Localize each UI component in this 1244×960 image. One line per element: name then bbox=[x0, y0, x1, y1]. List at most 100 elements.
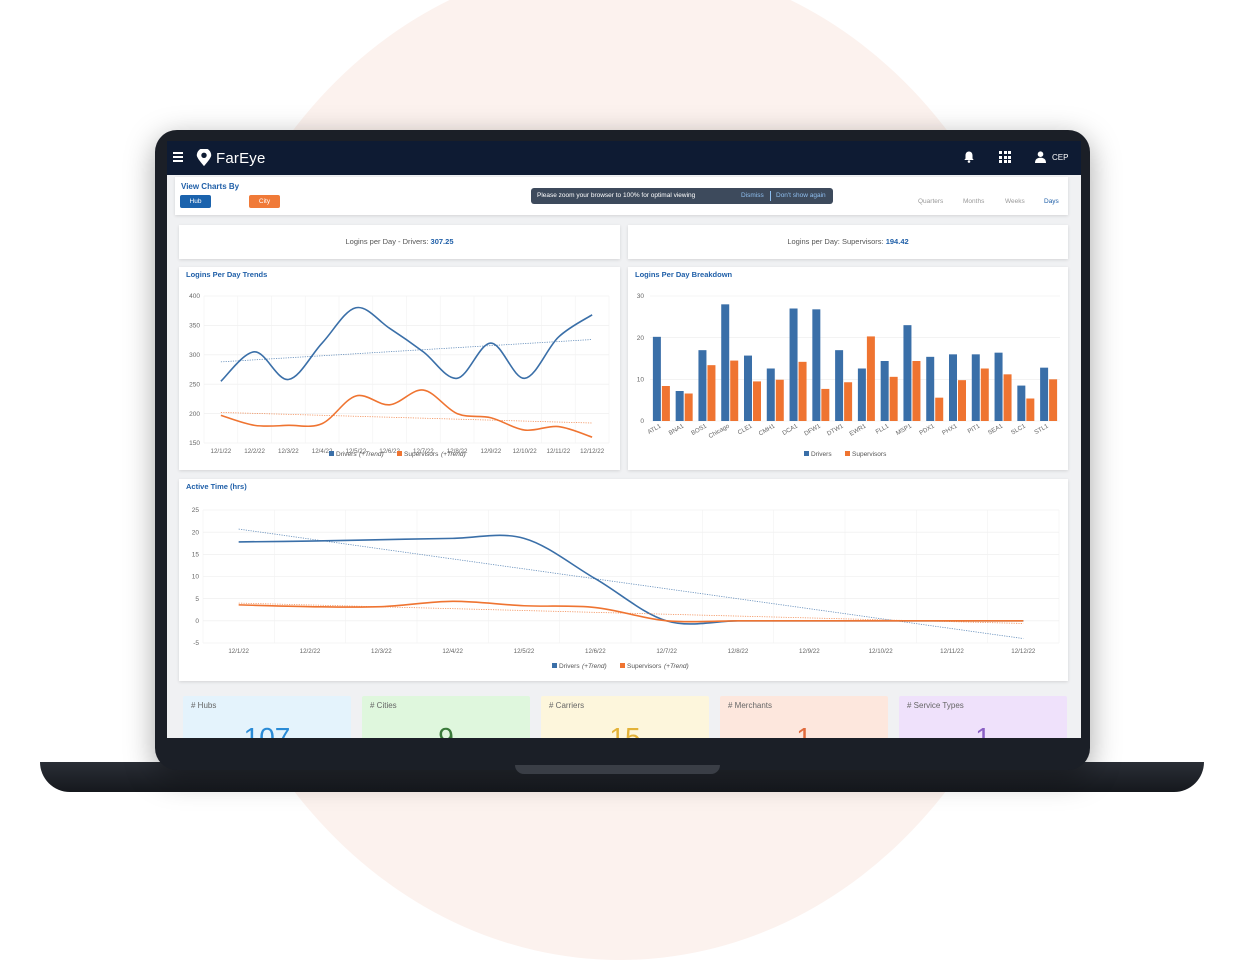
menu-icon[interactable] bbox=[173, 152, 183, 162]
legend-supervisors: Supervisors bbox=[627, 663, 662, 670]
x-tick-label: 12/7/22 bbox=[413, 448, 434, 455]
stat-label: # Cities bbox=[370, 701, 397, 710]
bar-drivers bbox=[903, 325, 912, 421]
bar-drivers bbox=[835, 350, 844, 421]
logins-breakdown-title: Logins Per Day Breakdown bbox=[635, 270, 733, 279]
stat-value: 1 bbox=[975, 722, 991, 738]
x-tick-label: STL1 bbox=[1033, 422, 1050, 436]
active-time-title: Active Time (hrs) bbox=[186, 482, 247, 491]
bar-drivers bbox=[698, 350, 707, 421]
x-tick-label: 12/11/22 bbox=[940, 648, 964, 655]
dont-show-again-link[interactable]: Don't show again bbox=[776, 192, 826, 199]
y-tick-label: 0 bbox=[195, 618, 199, 625]
x-tick-label: 12/5/22 bbox=[514, 648, 535, 655]
x-tick-label: MSP1 bbox=[895, 422, 914, 437]
legend-drivers: Drivers bbox=[811, 451, 832, 458]
kpi-drivers-card bbox=[179, 225, 620, 259]
trend-line-drivers bbox=[220, 339, 593, 363]
bar-supervisors bbox=[684, 393, 693, 421]
legend: Drivers (+Trend) Supervisors (+Trend) bbox=[552, 663, 689, 670]
stat-label: # Hubs bbox=[191, 701, 217, 710]
x-tick-label: 12/7/22 bbox=[656, 648, 677, 655]
bar-drivers bbox=[789, 308, 798, 421]
bar-supervisors bbox=[844, 382, 853, 421]
y-tick-label: 400 bbox=[189, 293, 200, 300]
stat-value: 107 bbox=[243, 722, 291, 738]
y-tick-label: 150 bbox=[189, 440, 200, 447]
x-tick-label: 12/5/22 bbox=[346, 448, 367, 455]
logins-trends-chart: 400 350 300 250 200 150 12/1/22 12/2/22 12/3/22 1… bbox=[189, 293, 610, 458]
legend-swatch-drivers bbox=[552, 663, 557, 668]
notification-bell-icon[interactable] bbox=[964, 151, 974, 163]
bar-supervisors bbox=[730, 360, 739, 421]
x-tick-label: 12/6/22 bbox=[379, 448, 400, 455]
hub-button[interactable]: Hub bbox=[180, 195, 211, 208]
bar-supervisors bbox=[980, 368, 989, 421]
user-avatar-icon[interactable] bbox=[1035, 151, 1046, 163]
y-tick-label: 15 bbox=[192, 552, 200, 559]
period-quarters[interactable]: Quarters bbox=[918, 198, 944, 205]
x-tick-label: 12/2/22 bbox=[300, 648, 321, 655]
stat-value: 15 bbox=[609, 722, 641, 738]
y-tick-label: 5 bbox=[195, 596, 199, 603]
period-weeks[interactable]: Weeks bbox=[1005, 198, 1025, 205]
x-tick-label: CMH1 bbox=[758, 422, 777, 437]
stat-label: # Carriers bbox=[549, 701, 585, 710]
bar-supervisors bbox=[753, 381, 761, 421]
y-tick-label: 200 bbox=[189, 411, 200, 418]
y-tick-label: 350 bbox=[189, 323, 200, 330]
x-tick-label: 12/3/22 bbox=[371, 648, 392, 655]
period-months[interactable]: Months bbox=[963, 198, 985, 205]
apps-grid-icon[interactable] bbox=[999, 151, 1011, 163]
x-tick-label: 12/12/22 bbox=[580, 448, 605, 455]
city-button[interactable]: City bbox=[249, 195, 280, 208]
x-tick-label: 12/12/22 bbox=[1011, 648, 1036, 655]
x-tick-label: 12/8/22 bbox=[447, 448, 468, 455]
stat-card-cities: # Cities 9 bbox=[362, 696, 530, 738]
banner-divider bbox=[770, 191, 771, 201]
x-tick-label: 12/4/22 bbox=[442, 648, 463, 655]
kpi-supervisors: Logins per Day: Supervisors: 194.42 bbox=[628, 237, 1068, 246]
y-tick-label: 20 bbox=[192, 529, 200, 536]
legend-swatch-supervisors bbox=[397, 451, 402, 456]
bar-drivers bbox=[652, 336, 661, 421]
dismiss-link[interactable]: Dismiss bbox=[741, 192, 764, 199]
x-tick-label: 12/1/22 bbox=[211, 448, 232, 455]
x-tick-label: 12/1/22 bbox=[228, 648, 249, 655]
period-days[interactable]: Days bbox=[1044, 198, 1059, 205]
y-tick-label: 30 bbox=[637, 293, 645, 300]
x-tick-label: 12/10/22 bbox=[869, 648, 894, 655]
user-name[interactable]: CEP bbox=[1052, 153, 1069, 162]
x-tick-label: 12/10/22 bbox=[513, 448, 538, 455]
bar-drivers bbox=[971, 354, 980, 421]
legend: Drivers (+Trend) Supervisors (+Trend) bbox=[329, 451, 466, 458]
banner-message: Please zoom your browser to 100% for opt… bbox=[537, 192, 696, 199]
y-tick-label: 0 bbox=[640, 418, 644, 425]
bar-supervisors bbox=[1003, 374, 1012, 421]
x-tick-label: 12/8/22 bbox=[728, 648, 749, 655]
stat-value: 9 bbox=[438, 722, 454, 738]
legend-drivers: Drivers bbox=[336, 451, 357, 458]
x-tick-label: 12/3/22 bbox=[278, 448, 299, 455]
zoom-banner: Please zoom your browser to 100% for opt… bbox=[531, 188, 833, 204]
series-line-supervisors bbox=[220, 389, 593, 438]
bar-drivers bbox=[744, 355, 752, 421]
fareye-logo-icon bbox=[196, 149, 212, 167]
bar-drivers bbox=[857, 368, 866, 421]
bar-drivers bbox=[880, 361, 889, 421]
legend-supervisors: Supervisors bbox=[852, 451, 887, 458]
logins-trends-card bbox=[179, 267, 620, 470]
bar-supervisors bbox=[707, 365, 716, 421]
x-tick-label: PHX1 bbox=[941, 422, 959, 436]
logins-trends-title: Logins Per Day Trends bbox=[186, 270, 268, 279]
x-tick-label: CLE1 bbox=[737, 422, 754, 436]
stat-card-merchants: # Merchants 1 bbox=[720, 696, 888, 738]
x-tick-label: 12/9/22 bbox=[799, 648, 820, 655]
kpi-drivers: Logins per Day - Drivers: 307.25 bbox=[179, 237, 620, 246]
bar-supervisors bbox=[912, 361, 921, 421]
legend-supervisors-trend: (+Trend) bbox=[441, 451, 466, 458]
bar-drivers bbox=[1017, 385, 1026, 421]
kpi-drivers-label: Logins per Day - Drivers: bbox=[345, 237, 429, 246]
bar-drivers bbox=[766, 368, 775, 421]
x-tick-label: BOS1 bbox=[690, 422, 708, 437]
